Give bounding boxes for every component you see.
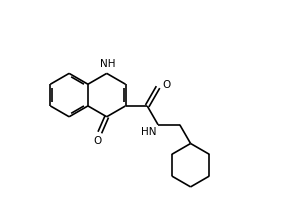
Text: HN: HN — [141, 127, 156, 137]
Text: NH: NH — [100, 59, 116, 69]
Text: O: O — [162, 80, 170, 90]
Text: O: O — [94, 136, 102, 146]
